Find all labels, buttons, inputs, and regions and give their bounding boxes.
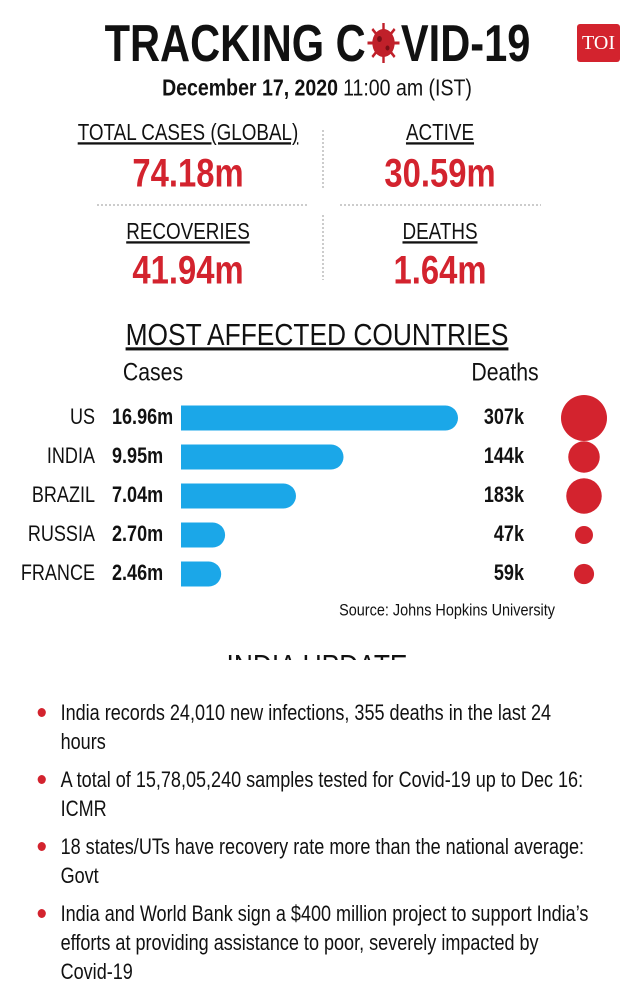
country-label-group: FRANCE [21, 561, 95, 585]
source: Source: Johns Hopkins University [339, 601, 555, 619]
cases-label-group: 2.70m [112, 522, 163, 546]
cases-label: 9.95m [112, 444, 163, 468]
logo: TOI [577, 24, 620, 62]
cases-label-group: 16.96m [112, 405, 173, 429]
bar [181, 444, 344, 470]
deaths-label: 307k [484, 405, 525, 429]
deaths-label-group: 183k [484, 483, 525, 507]
stat-value: 1.64m [394, 247, 487, 292]
country-label: INDIA [47, 444, 96, 468]
country-label-group: INDIA [47, 444, 96, 468]
country-label-group: BRAZIL [32, 483, 95, 507]
country-label: RUSSIA [28, 522, 96, 546]
virus-icon [367, 23, 400, 63]
cases-label: 7.04m [112, 483, 163, 507]
bar [181, 483, 296, 509]
bullet-list: India records 24,010 new infections, 355… [36, 698, 594, 995]
chart-title: MOST AFFECTED COUNTRIES [126, 318, 509, 352]
country-label-group: US [70, 405, 95, 429]
title-left: TRACKING C [104, 15, 366, 73]
main-graphic: December 17, 2020 11:00 am (IST) TOTAL CA… [21, 75, 607, 660]
cases-label: 16.96m [112, 405, 173, 429]
cases-label-group: 7.04m [112, 483, 163, 507]
column-header: Deaths [471, 358, 538, 386]
bar [181, 522, 226, 548]
death-bubble [573, 563, 595, 585]
death-bubble [566, 478, 602, 514]
bullet-item: India records 24,010 new infections, 355… [36, 698, 594, 756]
deaths-label: 47k [494, 522, 525, 546]
title-right: VID-19 [400, 15, 531, 73]
date: December 17, 2020 [162, 75, 338, 101]
stat-label: ACTIVE [406, 120, 474, 145]
section-title: INDIA UPDATE [227, 649, 408, 660]
bar [181, 405, 458, 431]
country-label: US [70, 405, 95, 429]
country-label-group: RUSSIA [28, 522, 96, 546]
stat-value: 74.18m [132, 150, 243, 195]
death-bubble [561, 395, 607, 441]
deaths-label: 59k [494, 561, 525, 585]
deaths-label-group: 144k [484, 444, 525, 468]
bullet-item: A total of 15,78,05,240 samples tested f… [36, 765, 594, 823]
deaths-label-group: 47k [494, 522, 525, 546]
time: 11:00 am (IST) [343, 75, 472, 101]
country-label: BRAZIL [32, 483, 95, 507]
title: TRACKING C VID-19 [64, 14, 572, 74]
stat-value: 41.94m [132, 247, 243, 292]
dateline: December 17, 2020 11:00 am (IST) [162, 75, 472, 101]
stat-value: 30.59m [384, 150, 495, 195]
death-bubble [575, 526, 593, 544]
cases-label-group: 2.46m [112, 561, 163, 585]
bar [181, 561, 222, 587]
deaths-label-group: 307k [484, 405, 525, 429]
stat-label: RECOVERIES [126, 219, 250, 244]
stat-label: DEATHS [402, 219, 477, 244]
deaths-label: 183k [484, 483, 525, 507]
deaths-label: 144k [484, 444, 525, 468]
cases-label-group: 9.95m [112, 444, 163, 468]
country-label: FRANCE [21, 561, 95, 585]
stat-label: TOTAL CASES (GLOBAL) [78, 120, 299, 145]
death-bubble [568, 441, 600, 473]
deaths-label-group: 59k [494, 561, 525, 585]
cases-label: 2.46m [112, 561, 163, 585]
column-header: Cases [123, 358, 183, 386]
cases-label: 2.70m [112, 522, 163, 546]
bullet-item: 18 states/UTs have recovery rate more th… [36, 832, 594, 890]
bullet-item: India and World Bank sign a $400 million… [36, 899, 594, 986]
